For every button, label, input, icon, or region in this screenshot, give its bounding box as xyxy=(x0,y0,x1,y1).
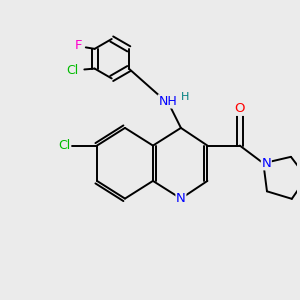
Text: F: F xyxy=(75,39,82,52)
Text: H: H xyxy=(181,92,190,102)
Text: Cl: Cl xyxy=(66,64,79,76)
Text: N: N xyxy=(176,192,186,205)
Text: N: N xyxy=(261,157,271,170)
Text: O: O xyxy=(235,102,245,115)
Text: NH: NH xyxy=(158,95,177,108)
Text: Cl: Cl xyxy=(58,139,71,152)
